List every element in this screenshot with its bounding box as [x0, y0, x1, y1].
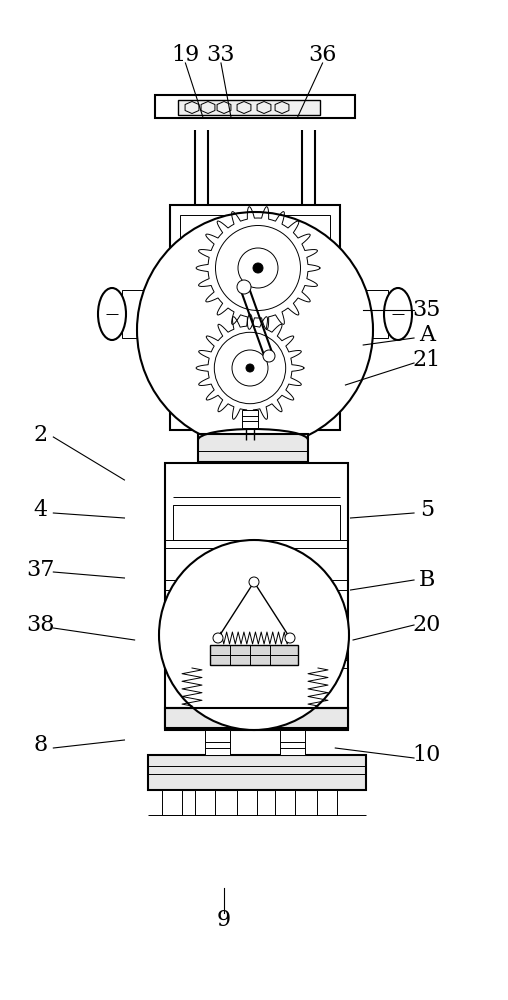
Bar [275, 790, 295, 815]
Bar [317, 790, 337, 815]
Text: B: B [419, 569, 435, 591]
Circle shape [232, 350, 268, 386]
Text: 21: 21 [412, 349, 441, 371]
Circle shape [246, 364, 254, 372]
Bar [210, 645, 298, 665]
Bar [170, 205, 340, 430]
Ellipse shape [98, 288, 126, 340]
Circle shape [249, 577, 259, 587]
Bar [165, 708, 348, 728]
Circle shape [238, 248, 278, 288]
Bar [180, 215, 330, 420]
Text: 19: 19 [171, 44, 200, 66]
Bar [155, 95, 355, 118]
Bar [162, 790, 182, 815]
Text: 10: 10 [412, 744, 441, 766]
Circle shape [159, 540, 349, 730]
Bar [148, 755, 366, 790]
Text: 37: 37 [26, 559, 55, 581]
Bar [280, 730, 305, 755]
Bar [198, 434, 308, 462]
Text: A: A [419, 324, 435, 346]
Bar [205, 730, 230, 755]
Circle shape [253, 263, 263, 273]
Circle shape [237, 280, 251, 294]
Circle shape [285, 633, 295, 643]
Text: 36: 36 [308, 44, 337, 66]
Bar [340, 290, 388, 338]
Text: 20: 20 [412, 614, 441, 636]
Bar [237, 790, 257, 815]
Circle shape [213, 633, 223, 643]
Bar [173, 505, 340, 540]
Bar [242, 410, 258, 428]
Bar [122, 290, 170, 338]
Bar [178, 100, 320, 115]
Text: 2: 2 [34, 424, 48, 446]
Text: 5: 5 [420, 499, 434, 521]
Circle shape [263, 350, 275, 362]
Circle shape [215, 226, 301, 310]
Circle shape [214, 332, 285, 404]
Ellipse shape [384, 288, 412, 340]
Text: 8: 8 [34, 734, 48, 756]
Text: 33: 33 [207, 44, 235, 66]
Text: 38: 38 [26, 614, 55, 636]
Circle shape [137, 212, 373, 448]
Bar [165, 463, 348, 730]
Bar [195, 790, 215, 815]
Text: 9: 9 [216, 909, 231, 931]
Text: 35: 35 [412, 299, 441, 321]
Text: 4: 4 [34, 499, 48, 521]
